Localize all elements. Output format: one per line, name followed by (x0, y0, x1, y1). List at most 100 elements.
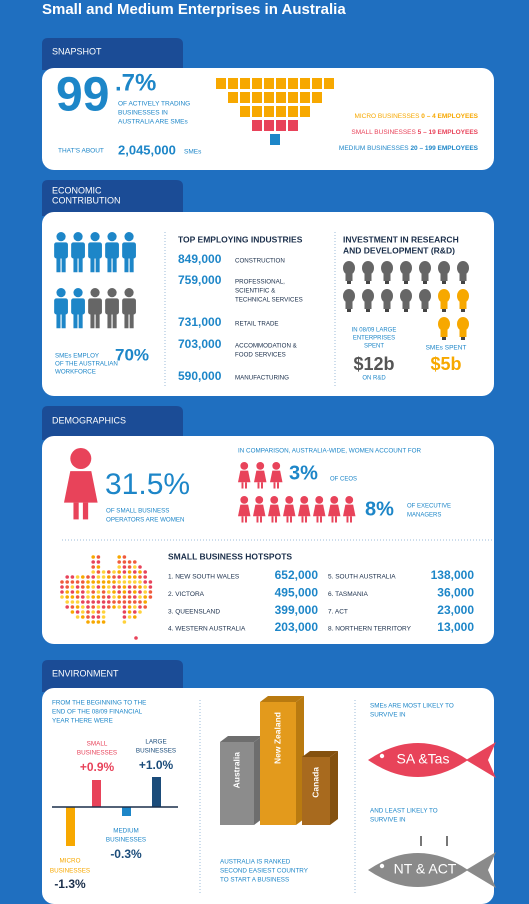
map-dot (138, 570, 142, 574)
country-label: New Zealand (272, 712, 282, 764)
hotspot-name: 2. VICTORA (168, 591, 205, 598)
map-dot (65, 605, 69, 609)
intro: END OF THE 08/09 FINANCIAL (52, 709, 143, 716)
person-icon (54, 242, 68, 259)
pyramid-square (276, 78, 286, 89)
hotspot-value: 13,000 (437, 620, 474, 634)
map-dot (117, 605, 121, 609)
bulb-icon (419, 261, 431, 275)
map-dot (75, 590, 80, 594)
map-dot (138, 605, 142, 609)
woman-icon (343, 504, 356, 517)
map-dot (96, 560, 101, 564)
person-icon (90, 313, 95, 329)
women-caption: OF SMALL BUSINESS (106, 508, 169, 515)
map-dot (117, 555, 121, 559)
hotspot-value: 495,000 (275, 585, 319, 599)
research-title: AND DEVELOPMENT (R&D) (343, 245, 455, 255)
fish-icon (368, 852, 496, 888)
employ-caption: SMEs EMPLOY (55, 353, 99, 360)
pyramid-square (216, 78, 226, 89)
bulb-icon (421, 274, 429, 281)
pyramid-square (228, 78, 238, 89)
map-dot (122, 575, 127, 579)
map-dot (91, 600, 95, 604)
map-dot (107, 585, 111, 589)
ranking-caption: SECOND EASIEST COUNTRY (220, 868, 309, 875)
person-icon (73, 288, 83, 298)
map-dot (86, 585, 90, 589)
map-dot (127, 610, 132, 614)
pyramid-square (276, 106, 286, 117)
bulb-icon (383, 302, 391, 309)
woman-icon (315, 496, 324, 504)
large-value: $12b (353, 354, 394, 374)
map-dot (86, 610, 90, 614)
pyramid-square (240, 78, 250, 89)
map-dot (138, 585, 142, 589)
least-place: NT & ACT (394, 861, 457, 877)
country-label: Canada (310, 767, 320, 798)
map-dot (127, 605, 132, 609)
map-dot (96, 600, 101, 604)
bulb-icon (459, 330, 467, 337)
map-dot (122, 610, 127, 614)
growth-name: MICRO (60, 858, 81, 865)
fish-hook (420, 836, 422, 846)
map-dot (127, 575, 132, 579)
ranking-caption: TO START A BUSINESS (220, 877, 289, 884)
podium (302, 757, 330, 825)
hotspot-name: 8. NORTHERN TERRITORY (328, 626, 412, 633)
map-dot (91, 585, 95, 589)
woman-icon (300, 496, 309, 504)
map-dot (86, 600, 90, 604)
map-dot (96, 590, 101, 594)
person-icon (88, 242, 102, 259)
industry-value: 849,000 (178, 252, 222, 266)
exec-caption: OF EXECUTIVE (407, 504, 451, 510)
map-dot (122, 560, 127, 564)
podium (220, 742, 254, 825)
map-dot (127, 600, 132, 604)
bulb-icon (402, 302, 410, 309)
person-icon (78, 313, 83, 329)
map-dot (101, 620, 106, 624)
pyramid-square (270, 134, 280, 145)
woman-icon (331, 516, 334, 523)
research-title: INVESTMENT IN RESEARCH (343, 234, 459, 244)
growth-label: +0.9% (80, 760, 115, 774)
woman-icon (240, 496, 249, 504)
intro: FROM THE BEGINNING TO THE (52, 700, 146, 707)
map-dot (122, 595, 127, 599)
woman-icon (301, 516, 304, 523)
bulb-icon (461, 337, 465, 340)
map-dot (75, 595, 80, 599)
least-caption: SURVIVE IN (370, 817, 406, 824)
podium-top (220, 736, 262, 742)
map-dot (107, 575, 111, 579)
map-dot (86, 595, 90, 599)
growth-bar (152, 777, 161, 807)
pyramid-square (312, 78, 322, 89)
map-dot (107, 570, 111, 574)
woman-icon (275, 516, 277, 523)
woman-icon (273, 482, 276, 489)
bulb-icon (423, 309, 427, 312)
map-dot (133, 615, 137, 619)
map-dot (75, 600, 80, 604)
map-dot (122, 565, 127, 569)
podium-side (330, 751, 338, 825)
growth-name: MEDIUM (113, 828, 139, 835)
bulb-icon (347, 281, 351, 284)
section-heading: DEMOGRAPHICS (52, 415, 126, 425)
women-value: 31.5% (105, 468, 190, 501)
person-icon (71, 242, 85, 259)
section-heading: ECONOMIC (52, 185, 102, 195)
map-dot (122, 585, 127, 589)
legend-entry: MICRO BUSINESSES 0 – 4 EMPLOYEES (354, 113, 478, 120)
map-dot (117, 600, 121, 604)
sme-caption: SMEs SPENT (426, 345, 467, 352)
woman-icon (277, 482, 279, 489)
bulb-icon (404, 281, 408, 284)
hotspot-value: 138,000 (431, 568, 475, 582)
